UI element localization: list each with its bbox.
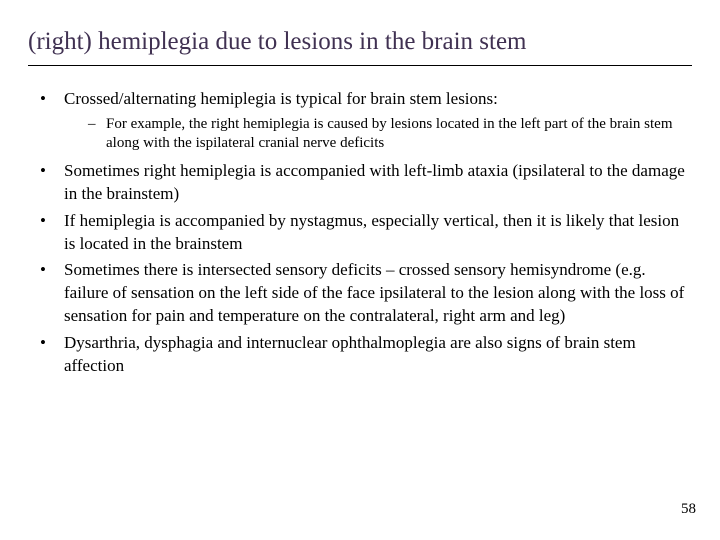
bullet-text: For example, the right hemiplegia is cau… (106, 116, 673, 152)
list-item: Crossed/alternating hemiplegia is typica… (36, 88, 688, 154)
list-item: Sometimes there is intersected sensory d… (36, 259, 688, 328)
sub-list: For example, the right hemiplegia is cau… (64, 115, 688, 154)
list-item: If hemiplegia is accompanied by nystagmu… (36, 210, 688, 256)
slide-title: (right) hemiplegia due to lesions in the… (28, 28, 692, 66)
slide: (right) hemiplegia due to lesions in the… (0, 0, 720, 540)
bullet-text: Sometimes there is intersected sensory d… (64, 260, 684, 325)
bullet-text: Sometimes right hemiplegia is accompanie… (64, 161, 685, 203)
page-number: 58 (681, 501, 696, 518)
list-item: For example, the right hemiplegia is cau… (88, 115, 688, 154)
list-item: Sometimes right hemiplegia is accompanie… (36, 160, 688, 206)
bullet-list: Crossed/alternating hemiplegia is typica… (28, 88, 692, 378)
list-item: Dysarthria, dysphagia and internuclear o… (36, 332, 688, 378)
bullet-text: Crossed/alternating hemiplegia is typica… (64, 89, 498, 108)
bullet-text: Dysarthria, dysphagia and internuclear o… (64, 333, 636, 375)
bullet-text: If hemiplegia is accompanied by nystagmu… (64, 211, 679, 253)
